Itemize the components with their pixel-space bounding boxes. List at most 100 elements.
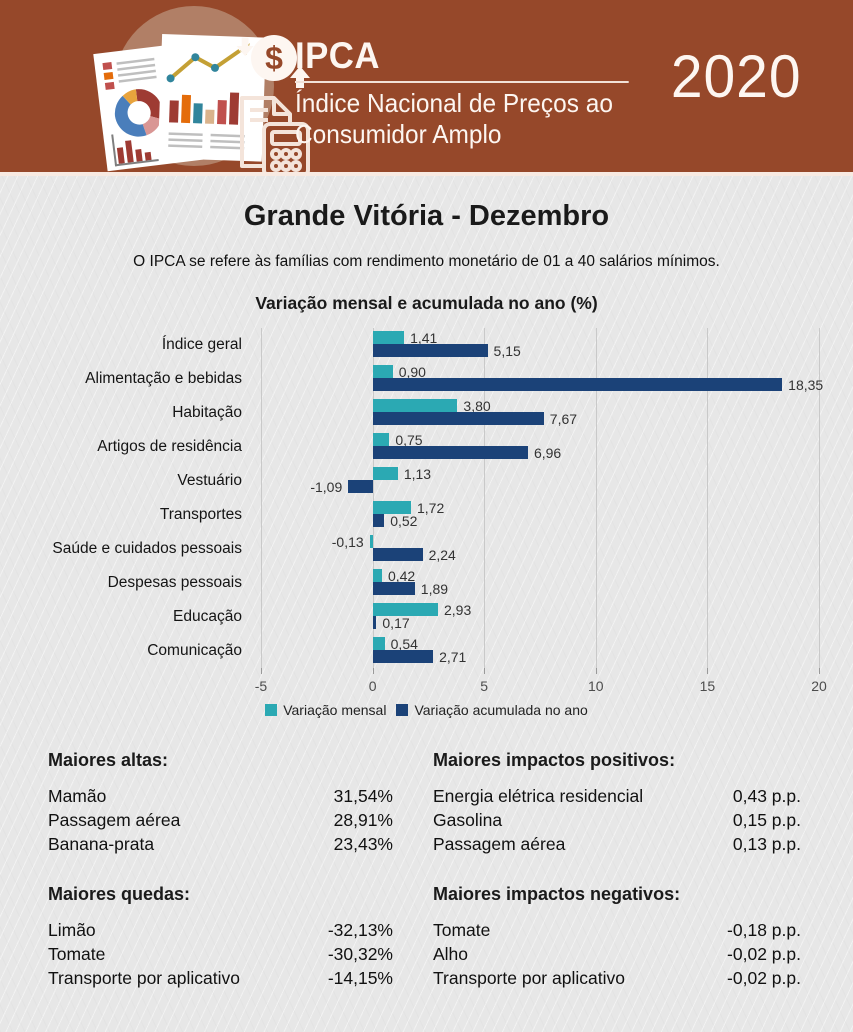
arrow-down-icon xyxy=(236,37,254,57)
section-rows: Tomate -0,18 p.p. Alho -0,02 p.p. Transporte… xyxy=(433,918,801,990)
axis-tick xyxy=(261,668,262,674)
gridline xyxy=(595,328,597,668)
list-item: Limão -32,13% xyxy=(48,918,393,942)
gridline xyxy=(707,328,709,668)
bar-value-label: -1,09 xyxy=(310,479,343,495)
bar-value-label: 0,90 xyxy=(398,364,426,380)
document-calculator-icon xyxy=(240,96,310,172)
bar-variacao-mensal xyxy=(372,433,390,446)
list-item: Alho -0,02 p.p. xyxy=(433,942,801,966)
dollar-coin-icon: $ xyxy=(236,35,310,88)
list-item: Gasolina 0,15 p.p. xyxy=(433,808,801,832)
legend-item: Variação mensal xyxy=(265,702,386,718)
item-label: Tomate xyxy=(433,920,491,940)
header-subtitle-line2: Consumidor Amplo xyxy=(295,118,502,149)
bar-variacao-mensal xyxy=(372,501,411,514)
bar-value-label: 1,13 xyxy=(403,466,432,482)
list-item: Energia elétrica residencial 0,43 p.p. xyxy=(433,784,801,808)
bar-value-label: 6,96 xyxy=(533,445,562,461)
section-rows: Limão -32,13% Tomate -30,32% Transporte por … xyxy=(48,918,393,990)
bar-variacao-acumulada xyxy=(372,548,423,561)
year-badge: 2020 xyxy=(670,43,801,110)
bar-variacao-mensal xyxy=(372,637,385,650)
item-value: -0,02 p.p. xyxy=(727,968,801,988)
category-label: Transportes xyxy=(159,506,242,523)
section-maiores-altas: Maiores altas: Mamão 31,54% Passagem aérea… xyxy=(48,750,393,856)
bar-value-label: -0,13 xyxy=(331,534,364,550)
section-impactos-positivos: Maiores impactos positivos: Energia elét… xyxy=(433,750,801,856)
axis-tick xyxy=(595,668,597,674)
item-value: 0,15 p.p. xyxy=(732,810,801,830)
legend-swatch-icon xyxy=(265,704,278,716)
legend-swatch-icon xyxy=(396,704,409,716)
bar-value-label: 1,41 xyxy=(410,330,438,346)
bar-value-label: 2,93 xyxy=(443,602,472,618)
bar-variacao-acumulada xyxy=(372,616,377,629)
axis-tick xyxy=(484,668,486,674)
item-value: -0,02 p.p. xyxy=(727,944,801,964)
bar-variacao-acumulada xyxy=(372,412,544,425)
axis-tick-label: 20 xyxy=(811,678,827,694)
svg-text:$: $ xyxy=(265,40,283,76)
item-label: Alho xyxy=(433,944,469,964)
gridline xyxy=(819,328,820,668)
bar-variacao-mensal xyxy=(372,467,398,480)
summary-sections: Maiores altas: Mamão 31,54% Passagem aérea… xyxy=(0,718,853,990)
bar-value-label: 0,17 xyxy=(382,615,410,631)
bar-value-label: 0,52 xyxy=(390,513,418,529)
bar-variacao-mensal xyxy=(369,535,373,548)
bar-chart: Índice geral Alimentação e bebidas Habitaç… xyxy=(0,328,853,700)
item-label: Transporte por aplicativo xyxy=(433,968,625,988)
item-label: Banana-prata xyxy=(48,834,155,854)
axis-tick-label: 15 xyxy=(699,678,716,694)
item-value: 0,43 p.p. xyxy=(732,786,801,806)
item-value: -30,32% xyxy=(327,944,393,964)
legend-item: Variação acumulada no ano xyxy=(396,702,588,718)
list-item: Mamão 31,54% xyxy=(48,784,393,808)
header-banner: $ IPCA Índice Nacional de Preços ao Cons… xyxy=(0,0,853,172)
item-label: Passagem aérea xyxy=(48,810,181,830)
item-label: Transporte por aplicativo xyxy=(48,968,240,988)
bar-variacao-acumulada xyxy=(372,446,528,459)
category-label: Saúde e cuidados pessoais xyxy=(52,540,242,557)
app-title: IPCA xyxy=(295,35,380,76)
list-item: Passagem aérea 28,91% xyxy=(48,808,393,832)
chart-page-icon xyxy=(157,34,267,162)
header-subtitle-line1: Índice Nacional de Preços ao xyxy=(295,87,613,118)
legend-label: Variação acumulada no ano xyxy=(414,702,588,718)
bar-value-label: 0,42 xyxy=(387,568,416,584)
category-label: Educação xyxy=(173,608,242,625)
header-divider xyxy=(295,80,629,83)
page-description: O IPCA se refere às famílias com rendime… xyxy=(133,253,720,270)
chart-plot: -5 0 5 10 15 20 1,41 5,15 0,90 18,35 3,80 7,67 0,75 6… xyxy=(255,328,827,694)
section-heading: Maiores impactos positivos: xyxy=(433,750,676,770)
section-rows: Energia elétrica residencial 0,43 p.p. Gas… xyxy=(433,784,801,856)
bar-value-label: 0,54 xyxy=(390,636,418,652)
section-rows: Mamão 31,54% Passagem aérea 28,91% Banana-pr… xyxy=(48,784,393,856)
legend-label: Variação mensal xyxy=(283,702,387,718)
item-value: 28,91% xyxy=(333,810,393,830)
section-heading: Maiores altas: xyxy=(48,750,169,770)
gridline xyxy=(372,328,374,668)
bar-variacao-mensal xyxy=(372,569,382,582)
item-value: 31,54% xyxy=(333,786,393,806)
category-label: Alimentação e bebidas xyxy=(85,370,242,387)
page-title: Grande Vitória - Dezembro xyxy=(243,200,610,232)
bar-variacao-mensal xyxy=(372,603,438,616)
bar-value-label: 1,72 xyxy=(416,500,445,516)
bar-variacao-acumulada xyxy=(372,378,783,391)
bar-variacao-mensal xyxy=(372,331,405,344)
charts-documents-icon: $ xyxy=(93,6,310,172)
item-label: Passagem aérea xyxy=(433,834,566,854)
item-value: -0,18 p.p. xyxy=(727,920,801,940)
category-label: Comunicação xyxy=(147,642,242,659)
bar-variacao-acumulada xyxy=(372,344,488,357)
section-heading: Maiores quedas: xyxy=(48,884,191,904)
bar-value-label: 7,67 xyxy=(549,411,578,427)
item-label: Gasolina xyxy=(433,810,503,830)
item-label: Tomate xyxy=(48,944,106,964)
axis-tick-label: 5 xyxy=(480,678,489,694)
header-illustration: $ xyxy=(42,6,332,172)
section-impactos-negativos: Maiores impactos negativos: Tomate -0,18 … xyxy=(433,884,801,990)
bar-value-label: 2,71 xyxy=(439,649,467,665)
